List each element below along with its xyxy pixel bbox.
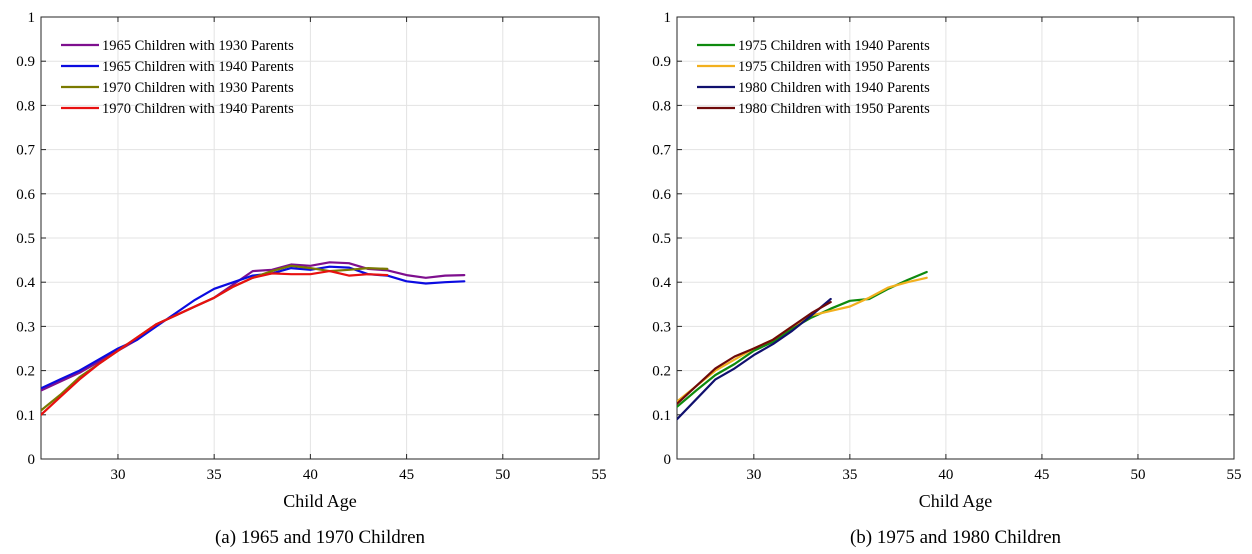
y-tick-label: 0.7 [16,143,35,159]
y-tick-label: 0.6 [16,187,35,203]
legend-label: 1980 Children with 1950 Parents [738,101,930,117]
panel-a: 30 35 40 45 50 55 0 0.1 0.2 0.3 0.4 0.5 0.6 0.7 0.8 0.9… [16,10,606,548]
x-tick-label: 35 [207,467,222,483]
x-axis-label: Child Age [283,491,357,511]
legend: 1975 Children with 1940 Parents 1975 Chil… [697,38,930,117]
x-tick-label: 30 [110,467,125,483]
x-tick-label: 35 [842,467,857,483]
y-tick-label: 0.9 [652,54,671,70]
x-tick-label: 55 [592,467,607,483]
series-lines [677,270,928,421]
y-tick-label: 0.2 [652,364,671,380]
legend-label: 1975 Children with 1940 Parents [738,38,930,54]
y-tick-label: 0.4 [652,275,671,291]
y-tick-label: 0.2 [16,364,35,380]
x-tick-label: 30 [746,467,761,483]
legend-label: 1965 Children with 1930 Parents [102,38,294,54]
series-line [41,265,466,390]
y-tick-label: 0.1 [16,408,35,424]
series-line [677,297,832,421]
legend-label: 1965 Children with 1940 Parents [102,59,294,75]
series-line [677,301,832,405]
legend-label: 1970 Children with 1930 Parents [102,80,294,96]
y-tick-label: 0 [28,452,36,468]
legend-label: 1980 Children with 1940 Parents [738,80,930,96]
ticks: 30 35 40 45 50 55 0 0.1 0.2 0.3 0.4 0.5 0.6 0.7 0.8 0.9… [652,10,1241,483]
x-tick-label: 40 [938,467,953,483]
y-tick-label: 0.9 [16,54,35,70]
y-tick-label: 0.8 [16,98,35,114]
x-tick-label: 45 [1034,467,1049,483]
x-tick-label: 50 [1130,467,1145,483]
y-tick-label: 1 [28,10,36,26]
panel-caption: (b) 1975 and 1980 Children [850,527,1062,548]
legend-label: 1970 Children with 1940 Parents [102,101,294,117]
y-tick-label: 0.5 [652,231,671,247]
y-tick-label: 1 [664,10,672,26]
legend-label: 1975 Children with 1950 Parents [738,59,930,75]
y-tick-label: 0.7 [652,143,671,159]
x-axis-label: Child Age [919,491,993,511]
x-tick-label: 40 [303,467,318,483]
ticks: 30 35 40 45 50 55 0 0.1 0.2 0.3 0.4 0.5 0.6 0.7 0.8 0.9… [16,10,606,483]
y-tick-label: 0.8 [652,98,671,114]
x-tick-label: 45 [399,467,414,483]
y-tick-label: 0.1 [652,408,671,424]
y-tick-label: 0.6 [652,187,671,203]
y-tick-label: 0.4 [16,275,35,291]
series-lines [41,261,466,416]
panel-caption: (a) 1965 and 1970 Children [215,527,426,548]
x-tick-label: 50 [495,467,510,483]
panel-b: 30 35 40 45 50 55 0 0.1 0.2 0.3 0.4 0.5 0.6 0.7 0.8 0.9… [652,10,1241,548]
series-line [41,270,389,416]
y-tick-label: 0.3 [652,319,671,335]
y-tick-label: 0.5 [16,231,35,247]
legend: 1965 Children with 1930 Parents 1965 Chil… [61,38,294,117]
x-tick-label: 55 [1227,467,1242,483]
y-tick-label: 0.3 [16,319,35,335]
grid [41,16,600,460]
y-tick-label: 0 [664,452,672,468]
